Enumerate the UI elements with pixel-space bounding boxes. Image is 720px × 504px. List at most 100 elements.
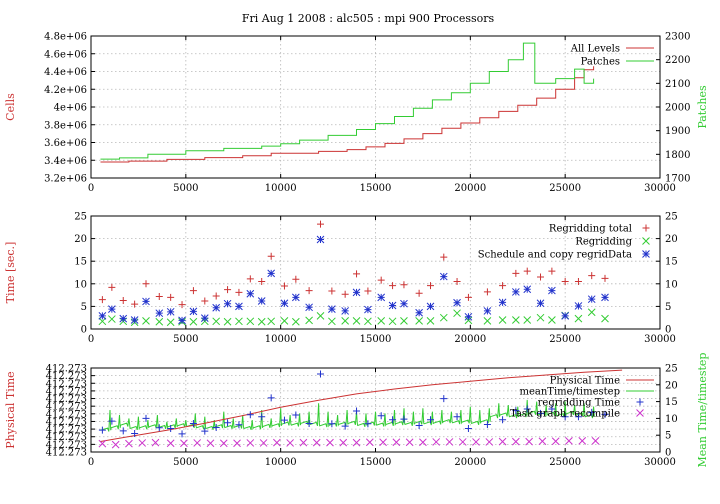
data-point-regridding: [548, 316, 556, 324]
data-point-task-graph: [352, 438, 361, 447]
data-point-schedule-and-copy-regriddata: [155, 309, 164, 318]
y-tick-label: 412.273: [46, 402, 87, 413]
data-point-schedule-and-copy-regriddata: [130, 316, 139, 324]
data-point-regridding: [166, 318, 175, 327]
data-point-regridding-time: [548, 405, 556, 413]
data-point-regridding-time: [574, 413, 582, 421]
x-tick-label: 5000: [173, 334, 198, 345]
legend-marker: [642, 224, 650, 232]
data-point-regridding: [305, 316, 313, 325]
y-tick-label: 10: [74, 279, 87, 290]
data-point-schedule-and-copy-regriddata: [511, 288, 520, 296]
data-point-regridding-total: [574, 278, 582, 286]
data-point-regridding-total: [453, 278, 461, 286]
y2-tick-label: 1900: [665, 126, 690, 137]
y2-tick-label: 1700: [665, 174, 690, 185]
x-tick-label: 20000: [454, 334, 486, 345]
y-tick-label: 412.273: [46, 448, 87, 459]
data-point-task-graph: [193, 439, 202, 447]
data-point-regridding-time: [212, 423, 220, 431]
data-point-regridding: [108, 315, 116, 323]
data-point-regridding: [212, 317, 221, 326]
data-point-regridding: [400, 317, 408, 325]
x-tick-label: 15000: [360, 183, 392, 194]
y-tick-label: 412.273: [46, 394, 87, 405]
data-point-task-graph: [166, 439, 175, 448]
data-point-regridding-total: [246, 275, 254, 283]
data-point-task-graph: [151, 438, 160, 447]
data-point-regridding-time: [98, 426, 106, 434]
data-point-regridding-time: [258, 413, 266, 421]
data-point-task-graph: [405, 438, 414, 447]
data-point-schedule-and-copy-regriddata: [426, 302, 435, 311]
data-point-regridding: [280, 317, 289, 325]
data-point-regridding: [98, 317, 107, 326]
y-tick-label: 412.273: [46, 417, 87, 428]
data-point-regridding: [453, 309, 461, 318]
data-point-schedule-and-copy-regriddata: [400, 299, 408, 308]
series-line-all-levels: [100, 66, 595, 163]
data-point-schedule-and-copy-regriddata: [601, 293, 609, 302]
data-point-regridding: [587, 308, 596, 317]
data-point-schedule-and-copy-regriddata: [328, 305, 336, 313]
data-point-regridding: [364, 317, 372, 326]
data-point-regridding-time: [601, 410, 609, 418]
data-point-regridding-total: [537, 273, 545, 281]
data-point-regridding-total: [258, 278, 266, 286]
x-tick-label: 20000: [454, 183, 486, 194]
data-point-schedule-and-copy-regriddata: [439, 272, 448, 281]
data-point-task-graph: [432, 438, 441, 446]
data-point-task-graph: [111, 440, 120, 449]
data-point-schedule-and-copy-regriddata: [364, 305, 372, 314]
y-tick-label: 3.2e+06: [44, 174, 87, 185]
data-point-schedule-and-copy-regriddata: [108, 305, 116, 313]
data-point-schedule-and-copy-regriddata: [453, 298, 461, 307]
data-point-regridding-total: [389, 282, 397, 290]
data-point-schedule-and-copy-regriddata: [587, 295, 596, 304]
data-point-regridding: [189, 317, 198, 326]
data-point-regridding-total: [400, 281, 408, 289]
data-point-regridding-total: [131, 300, 139, 308]
y2-axis-label: Mean Time/timestep: [696, 353, 709, 468]
data-point-regridding: [352, 317, 361, 325]
data-point-regridding-time: [415, 421, 423, 429]
legend-label: regridding Time: [538, 398, 620, 409]
data-point-schedule-and-copy-regriddata: [119, 314, 128, 323]
data-point-regridding: [155, 317, 164, 326]
y2-tick-label: 5: [665, 302, 671, 313]
chart-title: Fri Aug 1 2008 : alc505 : mpi 900 Proces…: [242, 12, 495, 25]
data-point-regridding: [377, 317, 386, 325]
y-tick-label: 0: [81, 325, 87, 336]
data-point-schedule-and-copy-regriddata: [352, 288, 361, 297]
data-point-regridding-total: [235, 288, 243, 296]
data-point-regridding-time: [440, 395, 448, 403]
x-tick-label: 30000: [644, 457, 676, 468]
x-tick-label: 5000: [173, 183, 198, 194]
data-point-schedule-and-copy-regriddata: [246, 289, 255, 298]
y-tick-label: 3.4e+06: [44, 156, 87, 167]
data-point-regridding-total: [588, 272, 596, 280]
data-point-regridding-total: [178, 301, 186, 309]
data-point-task-graph: [312, 438, 321, 447]
data-point-regridding-total: [316, 220, 324, 228]
y2-tick-label: 1800: [665, 150, 690, 161]
data-point-task-graph: [551, 437, 560, 446]
y-tick-label: 4.8e+06: [44, 32, 87, 43]
data-point-regridding-total: [292, 275, 300, 283]
series-line-physical-time: [100, 369, 623, 442]
y-axis-label: Time [sec.]: [4, 242, 17, 304]
data-point-regridding: [523, 316, 532, 324]
data-point-regridding-time: [427, 416, 435, 424]
data-point-regridding-time: [178, 430, 186, 438]
data-point-schedule-and-copy-regriddata: [166, 307, 175, 316]
x-tick-label: 20000: [454, 457, 486, 468]
data-point-task-graph: [498, 437, 507, 446]
data-point-task-graph: [180, 439, 188, 448]
data-point-regridding: [498, 316, 507, 324]
data-point-task-graph: [138, 439, 147, 447]
data-point-regridding-total: [364, 287, 372, 295]
data-point-regridding-total: [548, 267, 556, 275]
data-point-task-graph: [525, 437, 533, 446]
data-point-regridding: [257, 317, 266, 326]
